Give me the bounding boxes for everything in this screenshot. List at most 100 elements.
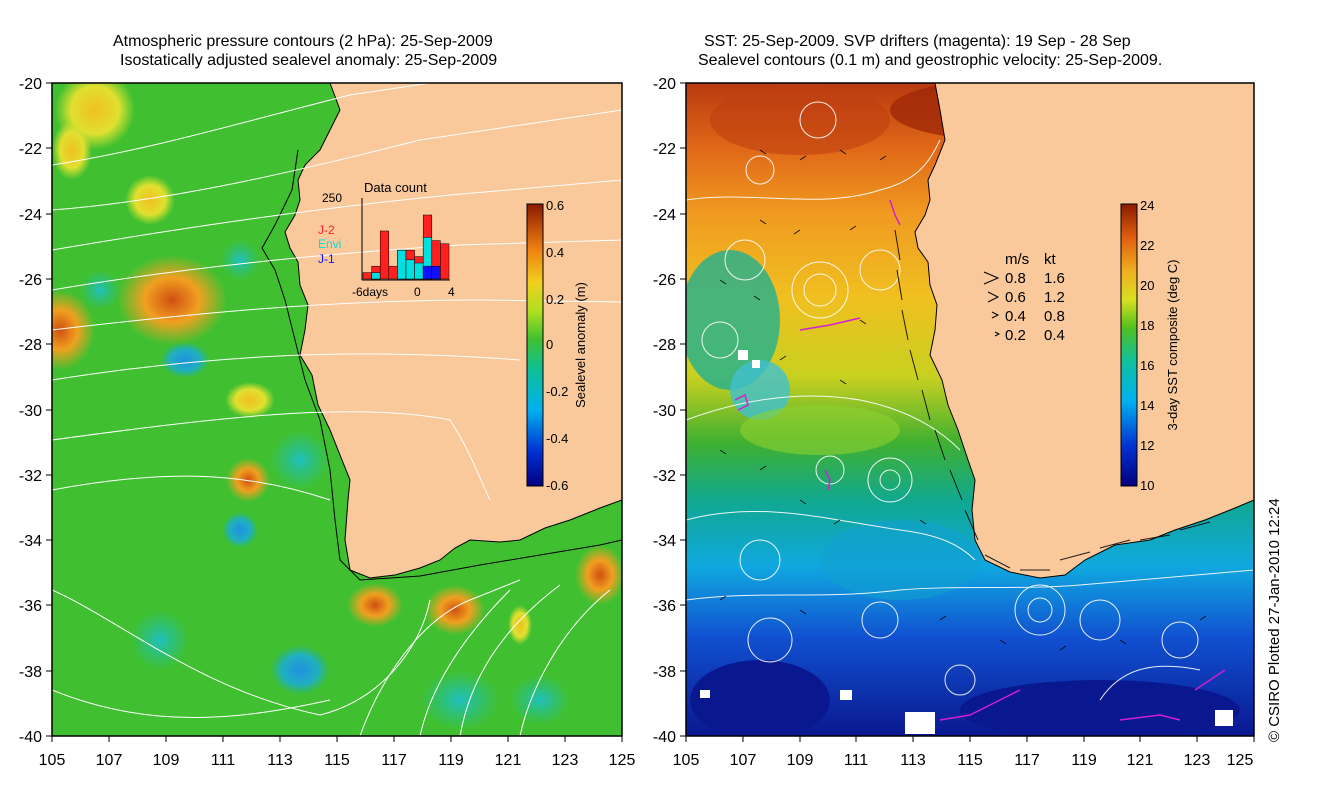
velocity-legend-header-kt: kt <box>1044 251 1057 268</box>
sla-tick: 0.4 <box>546 245 564 260</box>
left-lat-label: -30 <box>19 403 42 420</box>
right-lon-label: 117 <box>1014 752 1040 769</box>
left-lat-label: -20 <box>19 76 42 93</box>
right-lon-label: 125 <box>1227 752 1254 769</box>
sst-tick: 14 <box>1140 398 1154 413</box>
velocity-arrow-icon <box>991 311 1000 319</box>
sla-colorbar-ticks: 0.6 0.4 0.2 0 -0.2 -0.4 -0.6 <box>546 198 568 493</box>
left-lon-label: 115 <box>324 752 350 769</box>
left-map-title-line1: Atmospheric pressure contours (2 hPa): 2… <box>113 33 493 50</box>
right-lon-label: 111 <box>844 752 868 769</box>
velocity-legend-kt: 1.2 <box>1044 289 1065 306</box>
sst-colorbar-ticks: 24 22 20 18 16 14 12 10 <box>1140 198 1154 493</box>
velocity-arrow-icon <box>987 291 1000 303</box>
sla-tick: -0.2 <box>546 384 568 399</box>
left-lat-label: -36 <box>19 598 42 615</box>
inset-bars <box>362 214 450 280</box>
right-lat-label: -34 <box>653 533 676 550</box>
sla-tick: -0.6 <box>546 478 568 493</box>
velocity-legend-kt: 0.8 <box>1044 308 1065 325</box>
left-lon-label: 109 <box>153 752 180 769</box>
right-lon-label: 113 <box>900 752 926 769</box>
velocity-legend-ms: 0.6 <box>1005 289 1026 306</box>
right-map-lon-axis <box>685 736 1255 742</box>
inset-ymax-label: 250 <box>322 191 342 205</box>
sla-colorbar-label: Sealevel anomaly (m) <box>573 282 588 408</box>
right-map-lat-axis <box>680 82 686 737</box>
right-lat-label: -26 <box>653 272 676 289</box>
sla-tick: 0.2 <box>546 292 564 307</box>
right-lat-label: -38 <box>653 664 676 681</box>
sst-colorbar: 24 22 20 18 16 14 12 10 3-day SST compos… <box>1120 198 1180 493</box>
right-lat-label: -20 <box>653 76 676 93</box>
velocity-legend-header-ms: m/s <box>1005 251 1029 268</box>
sst-tick: 24 <box>1140 198 1154 213</box>
velocity-legend-ms: 0.2 <box>1005 327 1026 344</box>
right-lat-label: -22 <box>653 141 676 158</box>
ssh-contours <box>686 101 1254 701</box>
left-lat-label: -22 <box>19 141 42 158</box>
svp-drifter-tracks <box>734 199 1226 721</box>
right-map-lat-labels: -20 -22 -24 -26 -28 -30 -32 -34 -36 -38 … <box>653 76 676 746</box>
right-lon-label: 105 <box>673 752 700 769</box>
sla-tick: 0 <box>546 337 553 352</box>
right-map-lon-labels: 105 107 109 111 113 115 117 119 121 123 … <box>673 752 1254 769</box>
inset-x-label-zero: 0 <box>414 285 421 299</box>
right-map <box>686 83 1254 736</box>
inset-bar-envi <box>371 272 381 280</box>
left-lat-label: -38 <box>19 664 42 681</box>
right-lat-label: -40 <box>653 729 676 746</box>
left-lat-label: -32 <box>19 468 42 485</box>
left-map-lon-axis <box>51 736 623 742</box>
right-lon-label: 109 <box>787 752 814 769</box>
inset-bar-j2 <box>388 265 398 280</box>
sst-tick: 10 <box>1140 478 1154 493</box>
sst-tick: 18 <box>1140 318 1154 333</box>
inset-bar-j2 <box>440 243 450 280</box>
sst-tick: 22 <box>1140 238 1154 253</box>
inset-legend-j2: J-2 <box>318 223 335 237</box>
left-lon-label: 123 <box>552 752 579 769</box>
sla-tick: -0.4 <box>546 431 568 446</box>
right-map-land <box>914 83 1254 579</box>
left-map-title-line2: Isostatically adjusted sealevel anomaly:… <box>120 52 498 69</box>
sst-tick: 20 <box>1140 278 1154 293</box>
left-lon-label: 113 <box>267 752 293 769</box>
left-lon-label: 125 <box>609 752 636 769</box>
left-lon-label: 105 <box>39 752 66 769</box>
geostrophic-velocity-arrows <box>719 149 1211 651</box>
right-map-title-line1: SST: 25-Sep-2009. SVP drifters (magenta)… <box>704 33 1131 50</box>
pressure-contours <box>52 83 622 736</box>
right-lon-label: 121 <box>1127 752 1154 769</box>
right-lon-label: 119 <box>1071 752 1097 769</box>
velocity-legend-kt: 0.4 <box>1044 327 1065 344</box>
velocity-legend-ms: 0.4 <box>1005 308 1026 325</box>
inset-bar-j2 <box>379 230 390 280</box>
inset-bar-j1 <box>422 265 433 280</box>
sst-tick: 12 <box>1140 438 1154 453</box>
velocity-legend-kt: 1.6 <box>1044 270 1065 287</box>
sla-tick: 0.6 <box>546 198 564 213</box>
data-count-inset: Data count 250 J-2 Envi J-1 -6days 0 4 <box>318 180 455 299</box>
inset-title: Data count <box>364 180 427 195</box>
missing-data-patches <box>700 350 1233 734</box>
left-lat-label: -24 <box>19 207 42 224</box>
inset-bar-j2 <box>362 272 372 280</box>
inset-x-label-start: -6days <box>352 285 388 299</box>
right-lat-label: -28 <box>653 337 676 354</box>
inset-bar-j1 <box>431 265 441 280</box>
right-lat-label: -32 <box>653 468 676 485</box>
left-map-lon-labels: 105 107 109 111 113 115 117 119 121 123 … <box>39 752 636 769</box>
inset-legend-envi: Envi <box>318 237 341 251</box>
inset-bar-envi <box>397 249 407 280</box>
inset-legend-j1: J-1 <box>318 252 335 266</box>
left-lat-label: -26 <box>19 272 42 289</box>
right-lon-label: 123 <box>1184 752 1211 769</box>
right-lat-label: -36 <box>653 598 676 615</box>
right-lon-label: 107 <box>730 752 757 769</box>
velocity-arrow-icon <box>994 331 1001 337</box>
inset-x-label-end: 4 <box>448 285 455 299</box>
right-lat-label: -24 <box>653 207 676 224</box>
left-lon-label: 117 <box>381 752 407 769</box>
